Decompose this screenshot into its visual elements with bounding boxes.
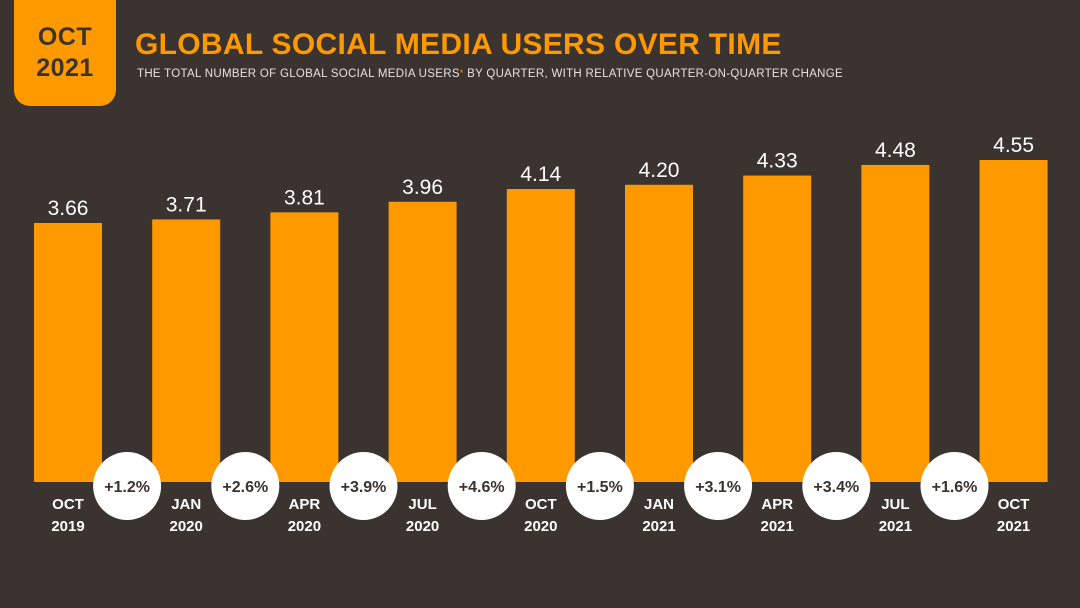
badge-month: OCT <box>37 23 93 51</box>
x-tick-label: 2021 <box>997 518 1030 535</box>
bar-value-label: 3.66 <box>48 197 89 220</box>
bar <box>625 184 693 482</box>
change-circle <box>93 452 162 520</box>
x-tick-label: 2020 <box>524 518 557 535</box>
x-tick-label: 2021 <box>879 518 912 535</box>
x-tick-label: 2021 <box>761 518 794 535</box>
change-circle <box>920 452 989 520</box>
bar <box>979 160 1048 482</box>
x-tick-label: JUL <box>408 496 436 513</box>
bar <box>388 201 457 482</box>
bar <box>861 164 930 482</box>
x-tick-label: 2021 <box>642 518 675 535</box>
chart-title: GLOBAL SOCIAL MEDIA USERS OVER TIME <box>135 28 782 61</box>
change-label: +3.9% <box>341 479 387 496</box>
change-label: +3.4% <box>813 479 859 496</box>
bar <box>34 222 102 482</box>
subtitle-text-rest: BY QUARTER, WITH RELATIVE QUARTER-ON-QUA… <box>463 68 843 80</box>
bar-value-label: 3.96 <box>402 176 443 199</box>
x-tick-label: OCT <box>998 496 1030 513</box>
bar-value-label: 4.14 <box>520 163 561 186</box>
bar-value-label: 4.33 <box>757 150 798 173</box>
bar <box>743 175 812 483</box>
x-tick-label: 2020 <box>170 518 203 535</box>
change-circle <box>211 452 280 520</box>
x-tick-label: 2019 <box>51 518 84 535</box>
chart-subtitle: THE TOTAL NUMBER OF GLOBAL SOCIAL MEDIA … <box>137 68 843 80</box>
change-circle <box>447 452 516 520</box>
x-tick-label: OCT <box>525 496 557 513</box>
change-circle <box>329 452 398 520</box>
x-tick-label: APR <box>289 496 321 513</box>
change-label: +1.6% <box>932 479 978 496</box>
x-tick-label: JUL <box>881 496 909 513</box>
x-tick-label: OCT <box>52 496 84 513</box>
subtitle-asterisk: * <box>459 68 464 78</box>
x-tick-label: JAN <box>171 496 201 513</box>
bar <box>506 189 575 482</box>
bar-value-label: 3.71 <box>166 193 207 216</box>
date-badge: OCT 2021 <box>14 0 116 106</box>
change-circle <box>565 452 634 520</box>
change-label: +3.1% <box>695 479 741 496</box>
bar <box>270 212 339 482</box>
change-circle <box>802 452 871 520</box>
change-circle <box>684 452 753 520</box>
change-label: +4.6% <box>459 479 505 496</box>
subtitle-text: THE TOTAL NUMBER OF GLOBAL SOCIAL MEDIA … <box>137 68 460 80</box>
x-tick-label: APR <box>761 496 793 513</box>
change-label: +1.2% <box>104 479 150 496</box>
change-label: +2.6% <box>222 479 268 496</box>
badge-year: 2021 <box>36 54 94 82</box>
bar-value-label: 4.20 <box>639 159 680 182</box>
change-label: +1.5% <box>577 479 623 496</box>
x-tick-label: 2020 <box>288 518 321 535</box>
bar-value-label: 3.81 <box>284 186 325 209</box>
bar-value-label: 4.48 <box>875 139 916 162</box>
bar <box>152 219 221 482</box>
x-tick-label: JAN <box>644 496 674 513</box>
bar-value-label: 4.55 <box>993 134 1034 157</box>
x-tick-label: 2020 <box>406 518 439 535</box>
